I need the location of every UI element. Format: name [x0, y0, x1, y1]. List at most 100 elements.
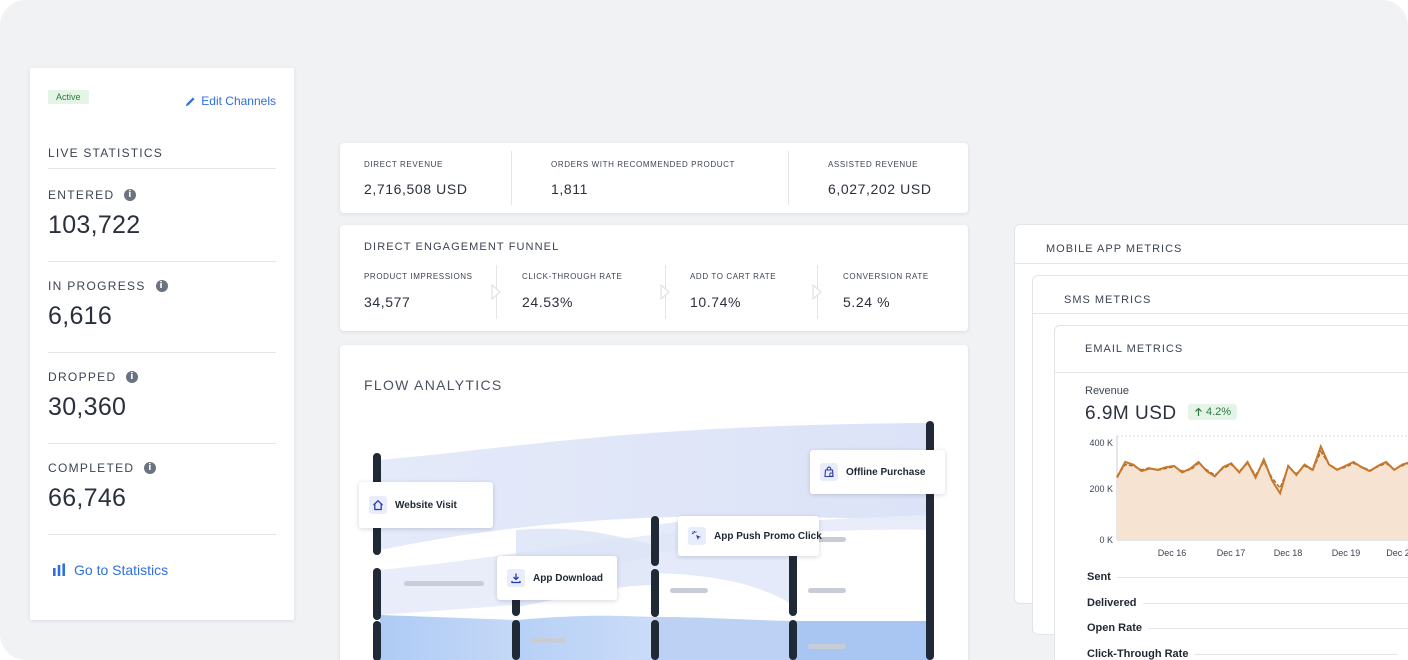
stat-dropped: DROPPED i 30,360 [48, 370, 276, 422]
node-label: App Push Promo Click [714, 530, 822, 542]
stat-entered: ENTERED i 103,722 [48, 188, 276, 240]
info-icon[interactable]: i [144, 462, 157, 474]
divider [1194, 653, 1408, 655]
flow-node-website-visit[interactable]: Website Visit [359, 482, 493, 528]
divider [48, 261, 276, 262]
funnel-step-value: 24.53% [522, 294, 574, 310]
info-icon[interactable]: i [126, 371, 139, 383]
go-to-statistics-label: Go to Statistics [74, 562, 169, 578]
flow-column-bar [373, 621, 381, 660]
card-title: MOBILE APP METRICS [1046, 243, 1183, 255]
stat-in-progress: IN PROGRESS i 6,616 [48, 279, 276, 331]
y-tick-label: 400 K [1089, 438, 1113, 448]
chevron-right-icon [812, 284, 822, 300]
stat-label: COMPLETED [48, 461, 135, 475]
divider [511, 151, 512, 205]
go-to-statistics-link[interactable]: Go to Statistics [52, 562, 168, 578]
revenue-change-value: 4.2% [1206, 406, 1232, 418]
divider [1015, 263, 1408, 264]
live-statistics-heading: LIVE STATISTICS [48, 146, 163, 160]
y-tick-label: 0 K [1099, 535, 1113, 545]
node-label: App Download [533, 572, 603, 584]
metric-row-delivered[interactable]: Delivered [1087, 597, 1408, 609]
funnel-step-value: 5.24 % [843, 294, 891, 310]
x-tick-label: Dec 17 [1217, 548, 1246, 558]
shopping-bag-icon [820, 463, 838, 481]
placeholder-bar [670, 588, 708, 593]
funnel-step-label: CLICK-THROUGH RATE [522, 272, 623, 281]
node-label: Website Visit [395, 499, 457, 511]
bar-chart-icon [53, 563, 65, 576]
kpi-value: 6,027,202 USD [828, 181, 932, 197]
flow-title: FLOW ANALYTICS [364, 377, 503, 393]
revenue-label: Revenue [1085, 385, 1130, 397]
kpi-value: 2,716,508 USD [364, 181, 468, 197]
funnel-title: DIRECT ENGAGEMENT FUNNEL [364, 241, 560, 253]
metric-row-label: Sent [1087, 571, 1111, 583]
chevron-right-icon [660, 284, 670, 300]
metric-row-sent[interactable]: Sent [1087, 571, 1408, 583]
divider [1055, 372, 1408, 373]
metric-row-click-through-rate[interactable]: Click-Through Rate [1087, 648, 1408, 660]
edit-channels-label: Edit Channels [201, 94, 276, 108]
divider [788, 151, 789, 205]
metric-row-label: Click-Through Rate [1087, 648, 1189, 660]
revenue-change-badge: 4.2% [1188, 404, 1238, 420]
flow-analytics-card: FLOW ANALYTICS [340, 345, 968, 660]
click-icon [688, 527, 706, 545]
metric-row-label: Open Rate [1087, 622, 1143, 634]
card-title: SMS METRICS [1064, 294, 1152, 306]
stat-value: 66,746 [48, 484, 127, 512]
live-statistics-card: Active Edit Channels LIVE STATISTICS ENT… [30, 68, 294, 620]
flow-node-app-download[interactable]: App Download [497, 556, 617, 600]
download-icon [507, 569, 525, 587]
kpi-label: ORDERS WITH RECOMMENDED PRODUCT [551, 160, 735, 169]
flow-column-bar [651, 569, 659, 617]
divider [1033, 313, 1408, 314]
placeholder-bar [808, 644, 846, 649]
kpi-bar: DIRECT REVENUE 2,716,508 USD ORDERS WITH… [340, 143, 968, 213]
card-title: EMAIL METRICS [1085, 343, 1184, 355]
kpi-label: ASSISTED REVENUE [828, 160, 919, 169]
placeholder-bar [530, 638, 566, 643]
metric-row-open-rate[interactable]: Open Rate [1087, 622, 1408, 634]
metric-row-label: Delivered [1087, 597, 1137, 609]
kpi-value: 1,811 [551, 181, 588, 197]
placeholder-bar [404, 581, 484, 586]
flow-column-bar [373, 568, 381, 620]
funnel-step-label: ADD TO CART RATE [690, 272, 777, 281]
flow-column-bar [512, 620, 520, 660]
stat-label: ENTERED [48, 188, 115, 202]
info-icon[interactable]: i [155, 280, 168, 292]
flow-node-offline-purchase[interactable]: Offline Purchase [810, 450, 945, 494]
home-icon [369, 496, 387, 514]
flow-node-app-push-promo-click[interactable]: App Push Promo Click [678, 516, 822, 556]
node-label: Offline Purchase [846, 466, 926, 478]
funnel-step-label: CONVERSION RATE [843, 272, 929, 281]
divider [1148, 627, 1408, 629]
flow-column-bar [651, 516, 659, 566]
flow-column-bar [651, 620, 659, 660]
flow-band [793, 621, 930, 660]
funnel-step-label: PRODUCT IMPRESSIONS [364, 272, 473, 281]
revenue-value: 6.9M USD [1085, 403, 1177, 424]
chevron-right-icon [491, 284, 501, 300]
placeholder-bar [808, 588, 846, 593]
edit-channels-link[interactable]: Edit Channels [185, 94, 276, 108]
divider [48, 352, 276, 353]
stat-label: DROPPED [48, 370, 117, 384]
engagement-funnel-card: DIRECT ENGAGEMENT FUNNEL PRODUCT IMPRESS… [340, 225, 968, 331]
funnel-step-value: 34,577 [364, 294, 411, 310]
status-badge: Active [48, 90, 89, 104]
divider [48, 168, 276, 169]
stat-value: 103,722 [48, 211, 141, 239]
divider [48, 443, 276, 444]
divider [48, 534, 276, 535]
stat-completed: COMPLETED i 66,746 [48, 461, 276, 513]
stat-value: 30,360 [48, 393, 127, 421]
x-tick-label: Dec 19 [1332, 548, 1361, 558]
info-icon[interactable]: i [124, 189, 137, 201]
divider [1142, 602, 1408, 604]
revenue-chart: 400 K 200 K 0 K Dec 16 Dec 17 Dec 18 Dec… [1089, 435, 1408, 558]
